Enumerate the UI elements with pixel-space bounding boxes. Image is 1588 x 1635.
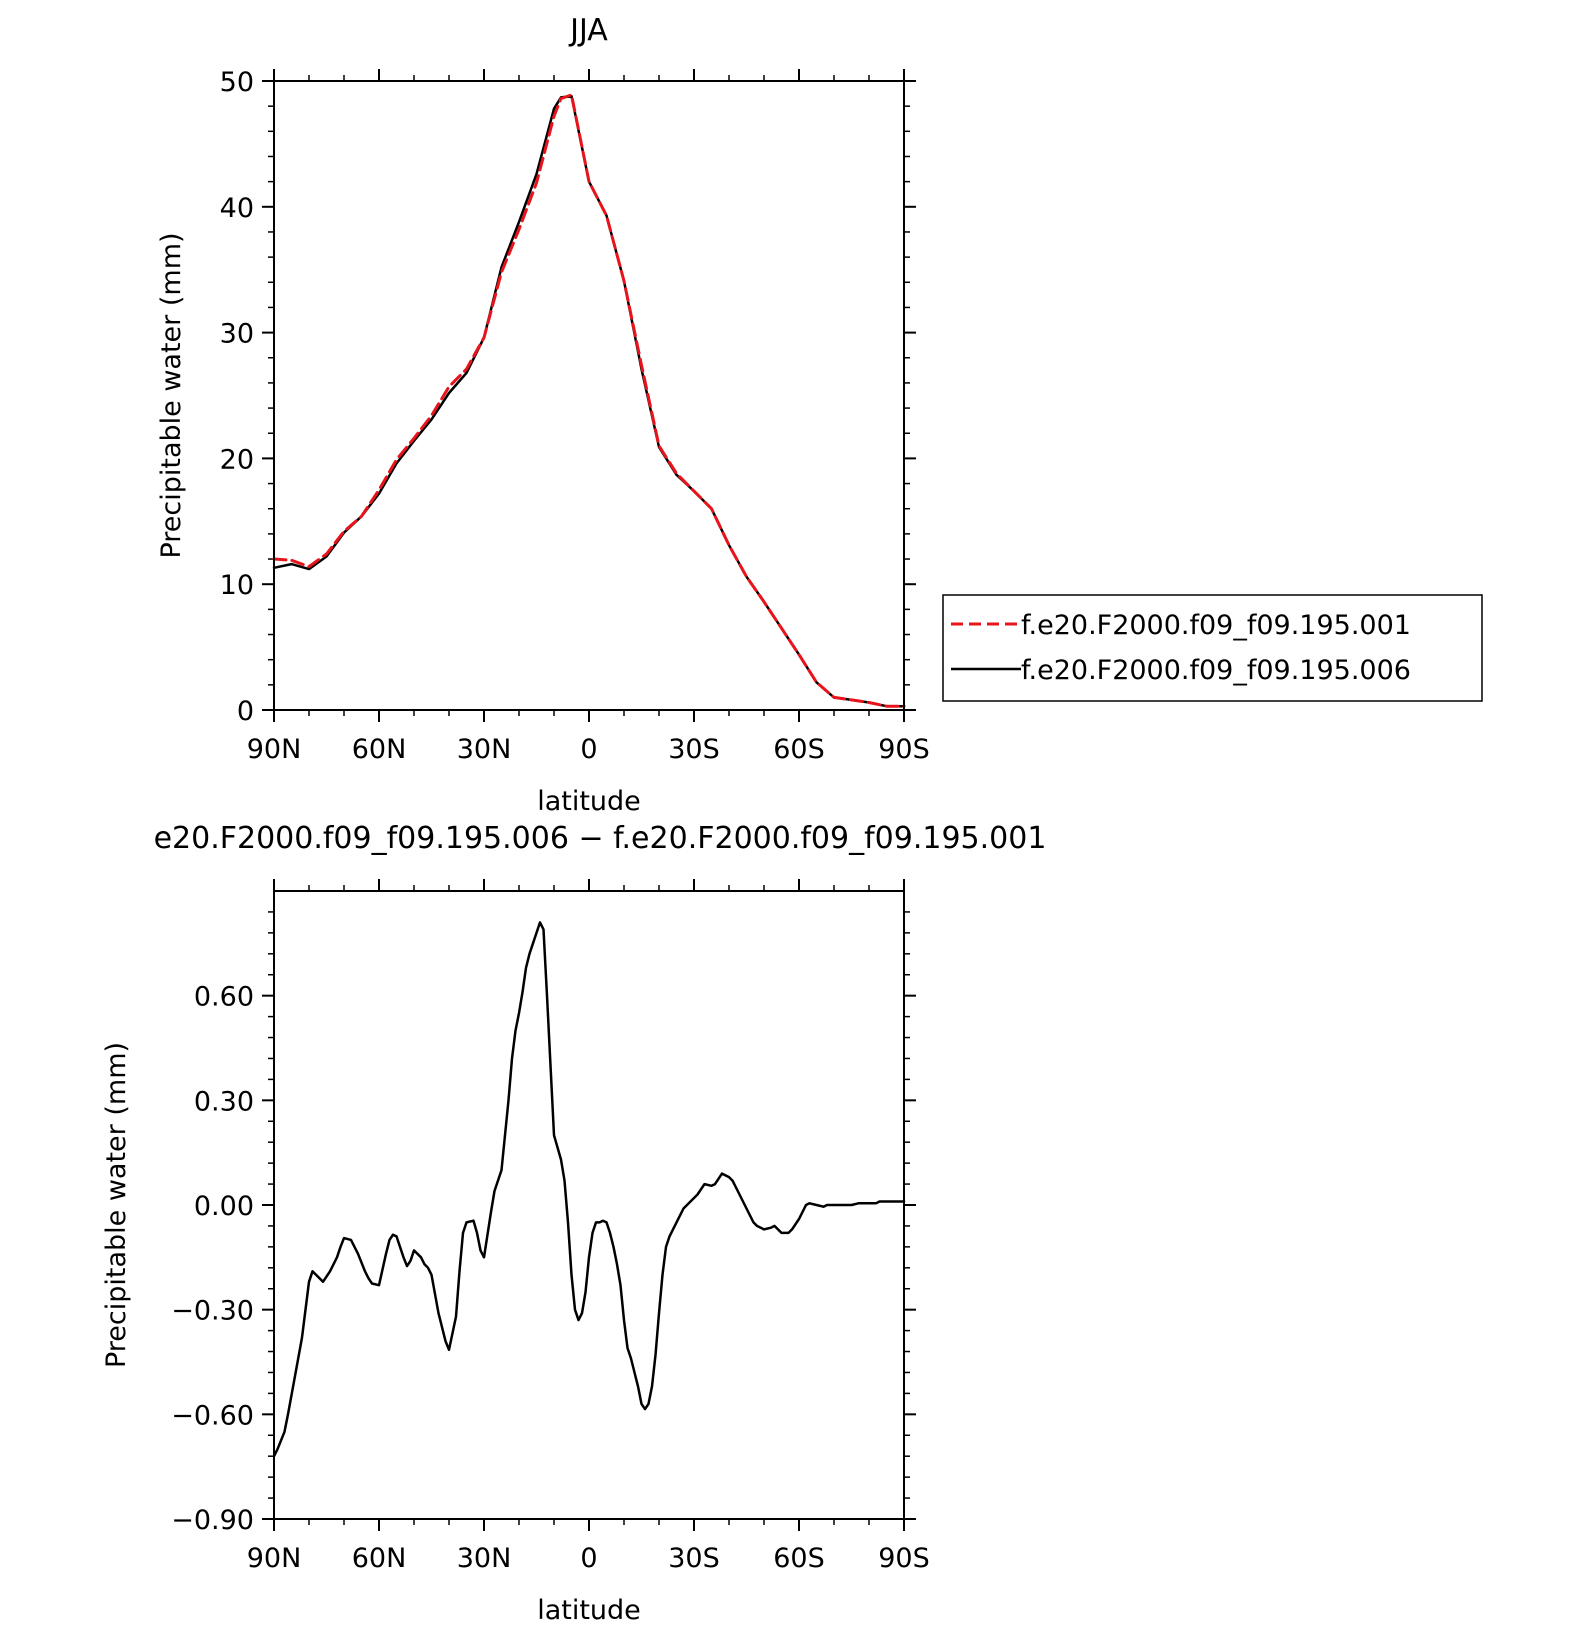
top-x-tick-label: 30S [668, 734, 720, 765]
bottom-x-tick-label: 0 [580, 1543, 597, 1574]
top-y-tick-label: 50 [220, 67, 254, 98]
top-x-tick-label: 90S [878, 734, 930, 765]
bottom-y-tick-label: −0.30 [171, 1296, 254, 1327]
bottom-x-tick-label: 90S [878, 1543, 930, 1574]
bottom-x-tick-label: 60S [773, 1543, 825, 1574]
bottom-chart-title: e20.F2000.f09_f09.195.006 − f.e20.F2000.… [154, 821, 1047, 856]
bottom-chart-x-axis-label: latitude [537, 1595, 641, 1626]
legend-label-001: f.e20.F2000.f09_f09.195.001 [1021, 610, 1411, 641]
top-x-tick-label: 60S [773, 734, 825, 765]
top-chart-series [272, 93, 906, 708]
top-x-tick-label: 0 [580, 734, 597, 765]
top-y-tick-label: 10 [220, 570, 254, 601]
top-series-line-1 [272, 94, 906, 708]
bottom-y-tick-label: 0.30 [194, 1086, 254, 1117]
top-panel: JJA 90N 60N 30N 0 30S 60S 90S 0 10 20 30 40 50 latit… [156, 13, 1483, 817]
top-chart-plot-frame [273, 80, 905, 711]
top-y-tick-label: 30 [220, 319, 254, 350]
bottom-x-tick-label: 90N [247, 1543, 302, 1574]
bottom-chart-plot-frame [273, 890, 905, 1520]
top-chart-tick-labels: 90N 60N 30N 0 30S 60S 90S 0 10 20 30 40 50 [220, 67, 930, 765]
top-y-tick-label: 40 [220, 193, 254, 224]
legend-box [942, 594, 1483, 702]
top-chart-legend: f.e20.F2000.f09_f09.195.001 f.e20.F2000.… [942, 594, 1483, 702]
top-y-tick-label: 20 [220, 444, 254, 475]
top-chart-title: JJA [568, 13, 608, 48]
bottom-panel: e20.F2000.f09_f09.195.006 − f.e20.F2000.… [101, 821, 1046, 1626]
bottom-chart-series [272, 921, 906, 1458]
top-series-line-0 [272, 93, 906, 708]
top-x-tick-label: 60N [352, 734, 407, 765]
bottom-chart-y-axis-label: Precipitable water (mm) [101, 1042, 132, 1368]
bottom-chart-tick-labels: 90N 60N 30N 0 30S 60S 90S −0.90 −0.60 −0.30 0.00 0.… [171, 982, 930, 1574]
bottom-y-tick-label: −0.90 [171, 1505, 254, 1536]
bottom-x-tick-label: 30N [457, 1543, 512, 1574]
bottom-y-tick-label: 0.00 [194, 1191, 254, 1222]
top-chart-x-axis-label: latitude [537, 786, 641, 817]
top-chart-y-axis-label: Precipitable water (mm) [156, 232, 187, 558]
bottom-x-tick-label: 30S [668, 1543, 720, 1574]
bottom-y-tick-label: −0.60 [171, 1400, 254, 1431]
legend-label-006: f.e20.F2000.f09_f09.195.006 [1021, 655, 1411, 686]
bottom-series-line-0 [272, 921, 906, 1458]
top-x-tick-label: 90N [247, 734, 302, 765]
top-y-tick-label: 0 [237, 696, 254, 727]
top-x-tick-label: 30N [457, 734, 512, 765]
bottom-y-tick-label: 0.60 [194, 982, 254, 1013]
bottom-x-tick-label: 60N [352, 1543, 407, 1574]
top-chart-ticks [262, 69, 916, 722]
